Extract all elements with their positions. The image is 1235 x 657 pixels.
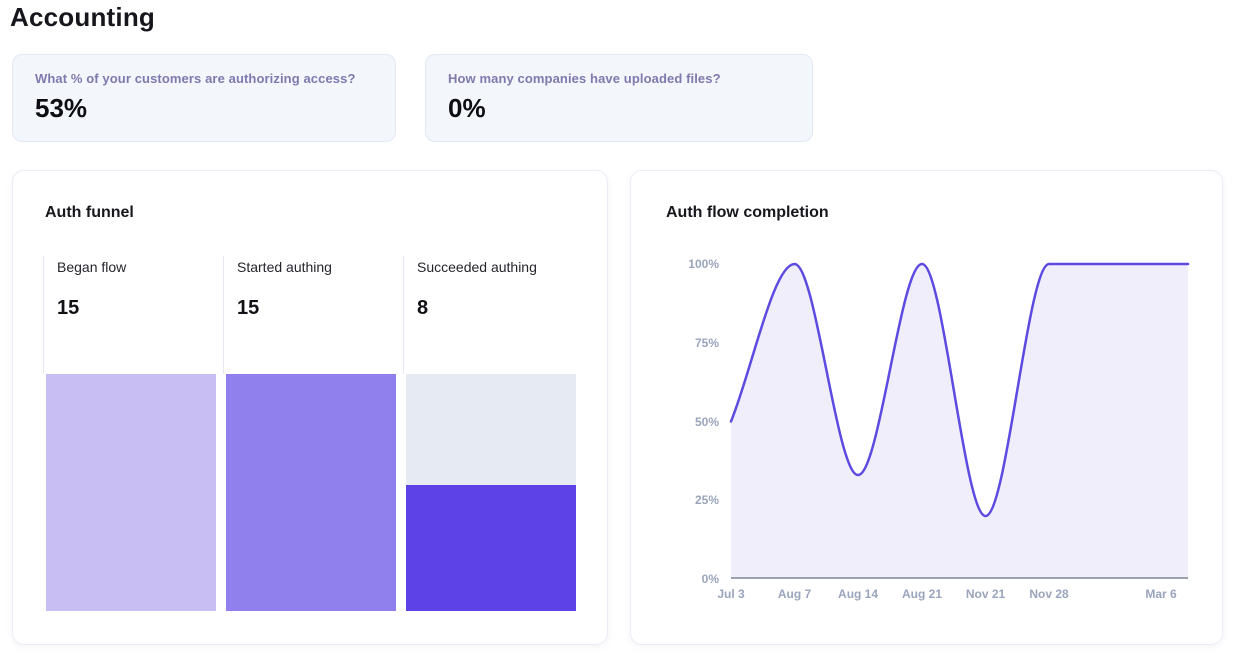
funnel-stage-label: Began flow [57,259,127,275]
x-axis-line [731,577,1188,579]
funnel-bar-track [46,374,216,611]
y-tick-label: 50% [694,414,719,429]
funnel-stage: Succeeded authing 8 [403,256,583,611]
x-tick-label: Aug 21 [902,587,943,601]
charts-row: Auth funnel Began flow 15 Started authing 1… [12,170,1223,645]
funnel-stage-header: Started authing 15 [223,256,403,374]
x-tick-label: Aug 14 [838,587,879,601]
auth-flow-completion-chart [729,262,1190,579]
funnel-stage-value: 15 [237,297,260,319]
funnel-stage-value: 8 [417,297,429,319]
card-title: Auth funnel [45,204,134,221]
x-tick-label: Jul 3 [717,587,745,601]
x-tick-label: Nov 28 [1029,587,1069,601]
funnel-bar [226,374,396,611]
page-title: Accounting [10,2,155,32]
auth-funnel-chart: Began flow 15 Started authing 15 Succeeded a… [43,256,583,611]
y-tick-label: 100% [688,257,719,271]
stat-question: What % of your customers are authorizing… [35,71,356,86]
stat-value: 0% [448,93,486,123]
funnel-stage: Started authing 15 [223,256,403,611]
x-tick-label: Mar 6 [1145,587,1177,601]
auth-flow-completion-card: Auth flow completion 100% 75% 50% 25% 0% Jul… [630,170,1223,645]
completion-area-fill [731,264,1188,579]
stat-value: 53% [35,93,88,123]
funnel-bar-track [226,374,396,611]
funnel-stage-label: Succeeded authing [417,259,537,275]
x-tick-label: Nov 21 [965,587,1006,601]
funnel-stage-value: 15 [57,297,80,319]
y-tick-label: 75% [694,335,719,350]
funnel-stage-header: Began flow 15 [43,256,223,374]
funnel-stage: Began flow 15 [43,256,223,611]
completion-line [729,262,1190,518]
stat-card-uploaded-files: How many companies have uploaded files? … [425,54,813,142]
funnel-bar [406,484,576,611]
funnel-stage-header: Succeeded authing 8 [403,256,583,374]
funnel-stage-label: Started authing [237,259,332,275]
area-chart-svg [729,262,1190,579]
funnel-bar-track [406,374,576,611]
y-axis-labels: 100% 75% 50% 25% 0% [661,257,719,586]
x-tick-label: Aug 7 [777,587,812,601]
x-axis-labels: Jul 3 Aug 7 Aug 14 Aug 21 Nov 21 Nov 28 Mar 6 [717,587,1188,603]
stat-card-authorizing-access: What % of your customers are authorizing… [12,54,396,142]
y-tick-label: 0% [701,572,719,586]
stat-question: How many companies have uploaded files? [448,71,721,86]
card-title: Auth flow completion [666,204,829,221]
auth-funnel-card: Auth funnel Began flow 15 Started authing 1… [12,170,608,645]
y-tick-label: 25% [694,493,719,508]
stats-row: What % of your customers are authorizing… [12,54,813,142]
funnel-bar [46,374,216,611]
